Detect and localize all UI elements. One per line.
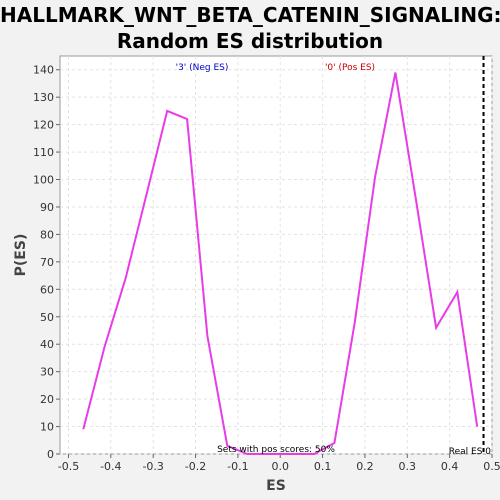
x-tick-label: -0.4 — [100, 460, 121, 473]
y-tick-label: 140 — [33, 64, 54, 77]
x-tick-label: 0.2 — [356, 460, 374, 473]
y-tick-label: 0 — [47, 448, 54, 461]
y-tick-label: 10 — [40, 421, 54, 434]
chart-title: HALLMARK_WNT_BETA_CATENIN_SIGNALING: Ran… — [0, 2, 500, 54]
pos-scores-label: Sets with pos scores: 50% — [217, 445, 335, 455]
plot-area — [59, 55, 493, 455]
x-tick-label: -0.2 — [185, 460, 206, 473]
axis-ticks: -0.5 -0.4 -0.3 -0.2 -0.1 0.0 0.1 0.2 0.3 0.4 0.5 0 1… — [33, 64, 500, 473]
y-tick-label: 100 — [33, 174, 54, 187]
series-line — [82, 72, 479, 455]
y-tick-label: 80 — [40, 228, 54, 241]
y-tick-label: 90 — [40, 201, 54, 214]
y-tick-label: 20 — [40, 393, 54, 406]
x-tick-label: 0.3 — [399, 460, 417, 473]
x-tick-label: 0.0 — [271, 460, 289, 473]
x-tick-label: 0.4 — [441, 460, 459, 473]
neg-es-label: '3' (Neg ES) — [176, 63, 229, 73]
x-axis-title: ES — [266, 478, 286, 494]
pos-es-label: '0' (Pos ES) — [325, 63, 375, 73]
x-tick-label: -0.3 — [142, 460, 163, 473]
real-es-label: Real ES 0 — [449, 447, 492, 457]
y-tick-label: 120 — [33, 119, 54, 132]
y-tick-label: 70 — [40, 256, 54, 269]
chart-title-line-1: HALLMARK_WNT_BETA_CATENIN_SIGNALING: — [0, 3, 500, 27]
x-tick-label: -0.5 — [58, 460, 79, 473]
y-tick-label: 110 — [33, 146, 54, 159]
x-tick-label: 0.5 — [483, 460, 500, 473]
y-tick-label: 40 — [40, 338, 54, 351]
y-tick-label: 30 — [40, 366, 54, 379]
y-axis-title: P(ES) — [13, 234, 29, 277]
chart-title-line-2: Random ES distribution — [116, 29, 384, 53]
y-tick-label: 130 — [33, 91, 54, 104]
y-tick-label: 50 — [40, 311, 54, 324]
x-tick-label: 0.1 — [314, 460, 332, 473]
x-tick-label: -0.1 — [227, 460, 248, 473]
y-tick-label: 60 — [40, 283, 54, 296]
